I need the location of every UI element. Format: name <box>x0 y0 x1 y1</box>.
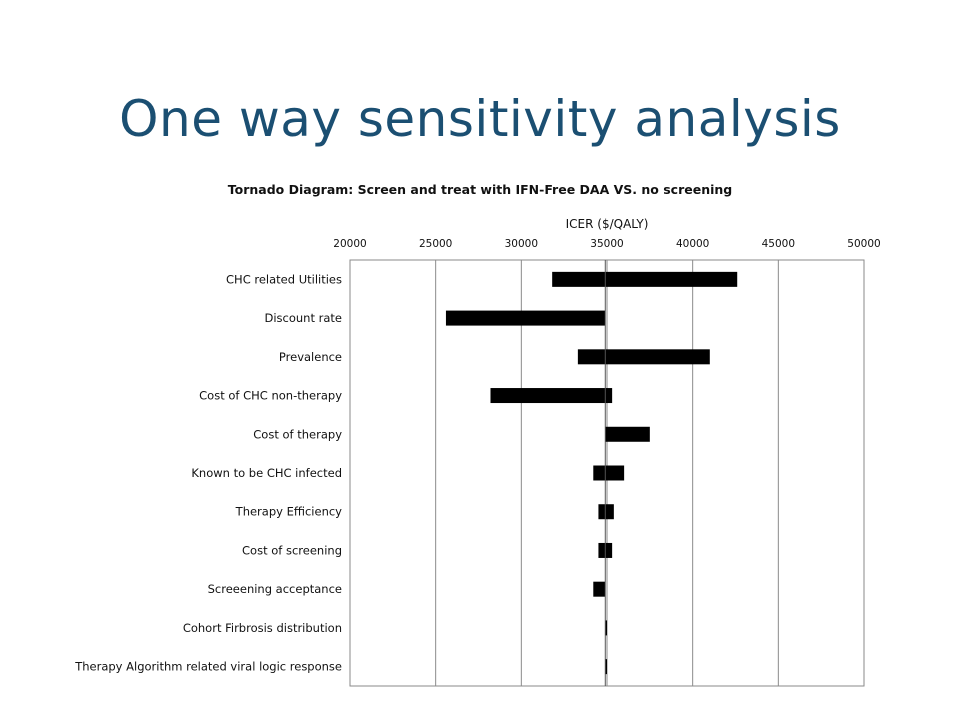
x-axis-label: ICER ($/QALY) <box>565 217 649 231</box>
bar <box>552 271 738 287</box>
x-tick-label: 45000 <box>762 238 795 250</box>
x-tick-labels: 20000 25000 30000 35000 40000 45000 50000 <box>333 238 880 250</box>
bar <box>577 349 710 365</box>
category-label: Cost of therapy <box>253 427 342 441</box>
category-label: Therapy Efficiency <box>235 505 343 519</box>
chart-title: Tornado Diagram: Screen and treat with I… <box>227 182 733 197</box>
bar <box>598 504 614 520</box>
bars <box>445 271 738 675</box>
bar <box>605 426 650 442</box>
bar <box>593 465 625 481</box>
bar <box>445 310 606 326</box>
x-tick-label: 30000 <box>505 238 538 250</box>
category-label: Discount rate <box>264 311 342 325</box>
x-tick-label: 40000 <box>676 238 709 250</box>
category-label: Prevalence <box>279 350 342 364</box>
bar <box>605 659 607 675</box>
category-label: Cost of screening <box>242 543 342 557</box>
x-tick-label: 35000 <box>590 238 623 250</box>
category-label: CHC related Utilities <box>226 272 342 286</box>
category-labels: CHC related Utilities Discount rate Preval… <box>74 272 342 673</box>
category-label: Screeening acceptance <box>208 582 342 596</box>
category-label: Cohort Firbrosis distribution <box>183 621 342 635</box>
category-label: Known to be CHC infected <box>191 466 342 480</box>
bar <box>490 388 613 404</box>
x-tick-label: 50000 <box>847 238 880 250</box>
bar <box>605 620 607 636</box>
bar <box>593 581 606 597</box>
category-label: Cost of CHC non-therapy <box>199 389 342 403</box>
slide-title: One way sensitivity analysis <box>119 90 841 148</box>
x-tick-label: 20000 <box>333 238 366 250</box>
x-tick-label: 25000 <box>419 238 452 250</box>
category-label: Therapy Algorithm related viral logic re… <box>74 660 342 674</box>
